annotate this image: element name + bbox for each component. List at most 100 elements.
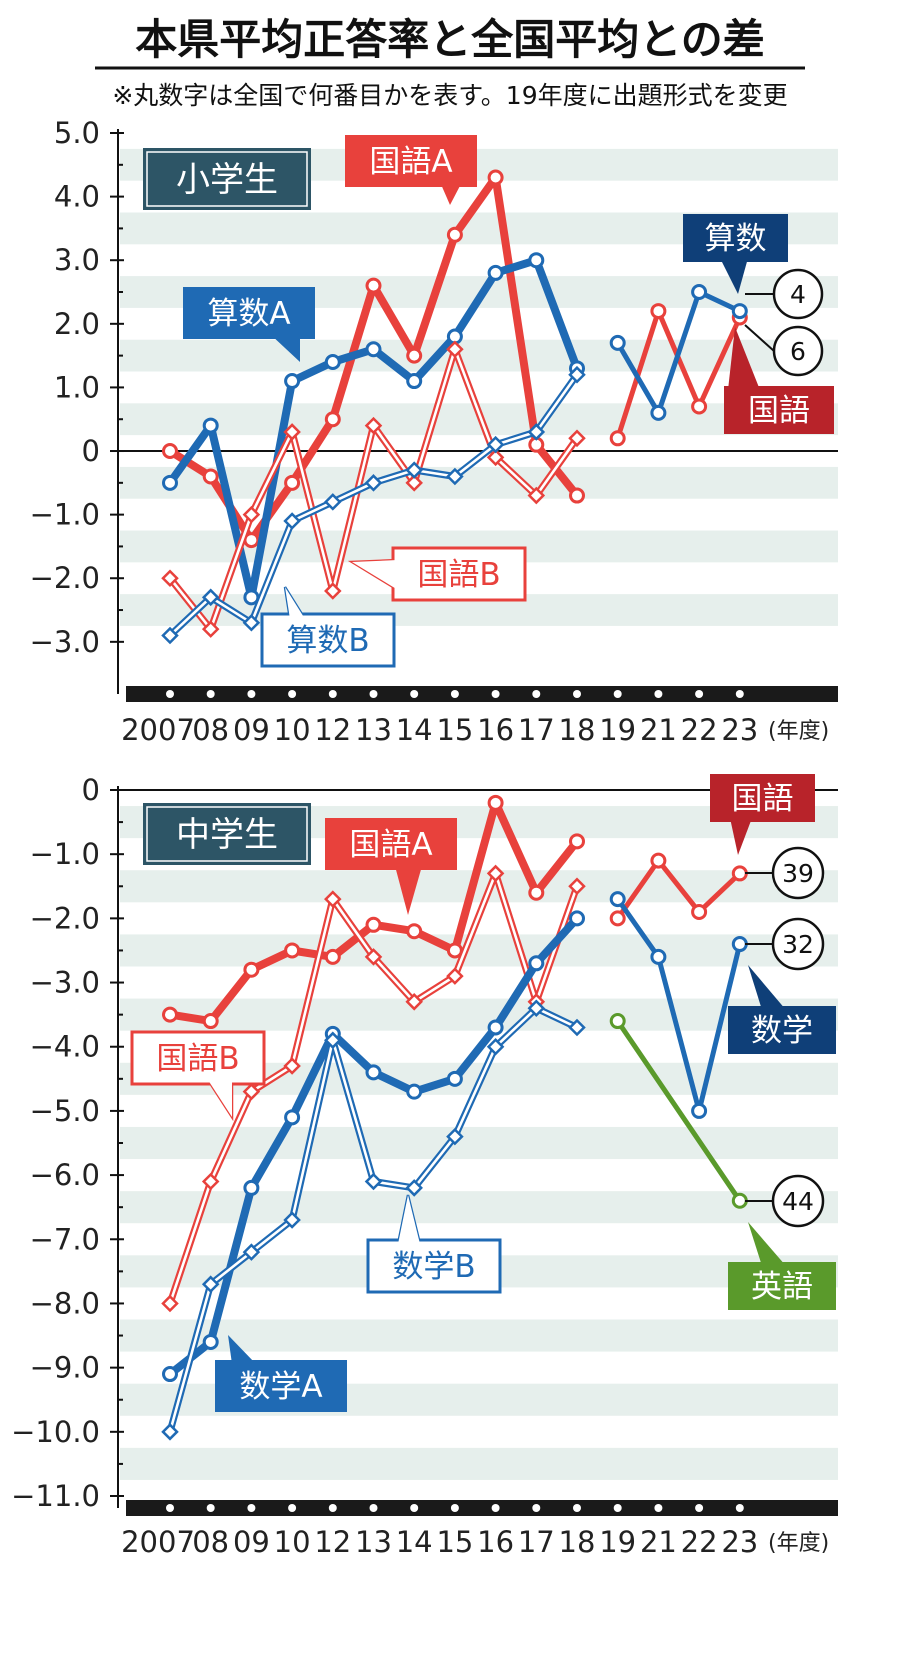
x-axis-dot — [328, 690, 337, 698]
data-point — [569, 910, 585, 927]
callout-label: 国語A — [369, 144, 452, 180]
data-point — [365, 916, 382, 933]
data-point — [284, 942, 301, 959]
callout-box — [345, 135, 477, 187]
callout-pointer — [728, 327, 760, 390]
data-point — [528, 884, 545, 901]
callout-box — [215, 1360, 347, 1412]
data-point — [568, 429, 586, 448]
y-tick-label: 0 — [82, 773, 100, 807]
y-tick-label: 5.0 — [54, 116, 100, 150]
x-axis-dot — [450, 1504, 459, 1512]
grid-band — [120, 1191, 838, 1224]
series-callout: 国語A — [345, 135, 477, 205]
data-point — [568, 365, 586, 384]
data-point — [324, 493, 342, 511]
data-point — [609, 891, 626, 908]
x-tick-label: 14 — [396, 1525, 433, 1559]
data-point — [731, 936, 748, 953]
rank-circle — [771, 846, 825, 900]
rank-marker: 4 — [745, 268, 824, 320]
data-point — [568, 1018, 586, 1037]
x-axis-dot — [206, 690, 215, 698]
data-point — [486, 448, 505, 467]
x-tick-label: 18 — [559, 1525, 596, 1559]
rank-label: 32 — [782, 930, 814, 959]
data-point — [284, 474, 301, 491]
y-tick-label: −10.0 — [11, 1415, 100, 1449]
x-axis-dot — [166, 690, 174, 698]
rank-circle — [772, 325, 824, 377]
x-axis-bar — [126, 1500, 838, 1516]
data-point — [650, 948, 667, 965]
callout-pointer — [228, 1335, 256, 1364]
rank-marker: 44 — [745, 1174, 825, 1228]
callout-pointer-mask — [398, 1195, 420, 1244]
data-point — [569, 833, 585, 850]
y-tick-label: 0 — [82, 434, 100, 468]
y-tick-label: −4.0 — [30, 1030, 100, 1064]
data-point — [446, 942, 463, 959]
x-axis-dot — [369, 1504, 378, 1512]
data-point — [201, 588, 220, 607]
data-point — [161, 1294, 179, 1313]
callout-pointer-mask — [352, 560, 398, 590]
callout-pointer — [730, 818, 752, 855]
y-tick-label: −3.0 — [30, 625, 100, 659]
data-point — [202, 1333, 219, 1350]
rank-label: 4 — [790, 280, 806, 309]
data-point — [731, 865, 748, 882]
data-point — [731, 303, 748, 320]
data-point — [324, 1031, 342, 1050]
data-point — [406, 923, 423, 940]
data-point — [162, 474, 178, 491]
data-point — [243, 961, 260, 978]
panel-label-box — [143, 148, 311, 210]
y-tick-label: −2.0 — [30, 561, 100, 595]
data-point — [162, 1366, 178, 1383]
x-axis-dot — [410, 1504, 419, 1512]
data-point — [202, 1013, 219, 1030]
x-tick-label: 09 — [233, 713, 270, 747]
y-tick-label: −8.0 — [30, 1286, 100, 1320]
rank-circle — [771, 917, 825, 971]
callout-label: 算数B — [286, 623, 369, 659]
series-outline-line — [161, 365, 586, 645]
callout-pointer — [748, 965, 786, 1010]
rank-marker: 39 — [745, 846, 825, 900]
x-axis-dot — [247, 1504, 256, 1512]
data-point — [364, 948, 383, 966]
x-axis-dot — [735, 1504, 744, 1512]
data-point — [365, 277, 382, 294]
callout-box — [683, 214, 788, 262]
data-point — [202, 417, 219, 434]
data-point — [691, 284, 708, 301]
x-axis-dot — [491, 1504, 500, 1512]
x-axis-dot — [450, 690, 459, 698]
callout-label: 国語 — [748, 393, 810, 429]
x-unit-label: (年度) — [768, 719, 829, 744]
series-callout: 算数B — [260, 586, 396, 668]
data-point — [365, 1064, 382, 1081]
x-tick-label: 08 — [192, 1525, 229, 1559]
data-point — [487, 264, 504, 281]
series-solid-line — [162, 794, 585, 1030]
y-tick-label: −2.0 — [30, 901, 100, 935]
callout-pointer — [270, 334, 300, 362]
y-tick-label: −11.0 — [11, 1479, 100, 1513]
callout-label: 算数 — [705, 221, 767, 257]
callout-pointer-mask — [208, 1080, 232, 1117]
x-tick-label: 15 — [436, 1525, 473, 1559]
x-axis-dot — [613, 690, 622, 698]
x-tick-label: 2007 — [121, 713, 195, 747]
data-point — [446, 340, 464, 359]
data-point — [162, 1006, 178, 1023]
data-point — [487, 794, 504, 811]
data-point — [486, 864, 505, 883]
panel-label-frame — [146, 151, 308, 207]
series-line — [615, 1018, 743, 1204]
callout-pointer — [748, 1222, 786, 1266]
grid-band — [120, 466, 838, 499]
